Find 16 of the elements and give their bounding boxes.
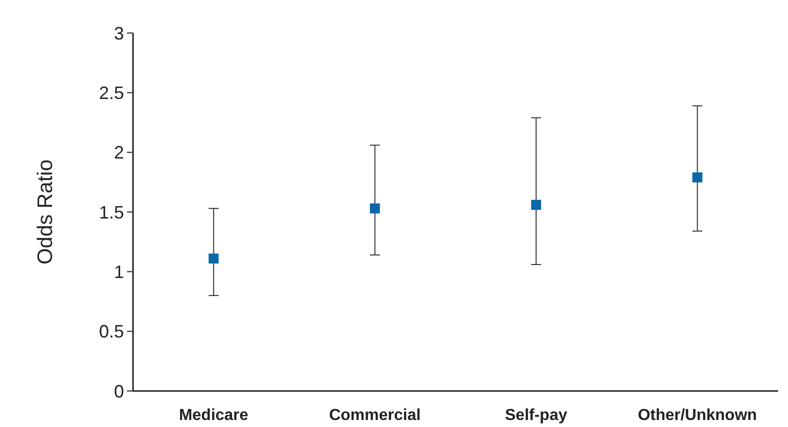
y-tick-label: 0 xyxy=(114,381,124,402)
y-tick-label: 0.5 xyxy=(98,322,124,342)
y-tick-label: 3 xyxy=(114,23,124,44)
y-tick-label: 1.5 xyxy=(98,202,124,222)
x-tick-label: Other/Unknown xyxy=(638,407,757,424)
x-tick-label: Commercial xyxy=(329,407,421,424)
point xyxy=(208,254,219,264)
y-tick-label: 2.5 xyxy=(98,82,124,103)
point xyxy=(370,203,380,214)
y-axis-title: Odds Ratio xyxy=(34,159,57,265)
point xyxy=(531,200,542,210)
x-tick-label: Self-pay xyxy=(505,407,568,424)
y-tick-label: 1 xyxy=(114,262,124,282)
y-tick-label: 2 xyxy=(114,142,124,163)
x-tick-label: Medicare xyxy=(178,407,248,424)
point xyxy=(692,172,702,182)
